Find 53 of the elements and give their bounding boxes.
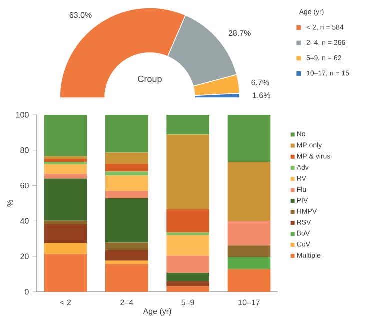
bar (166, 273, 210, 282)
bar (228, 162, 271, 222)
bar (166, 286, 210, 292)
bar (106, 260, 148, 264)
bar (228, 257, 271, 270)
bar (44, 114, 88, 156)
bar (166, 256, 210, 274)
y-tick-label: 40 (20, 218, 29, 224)
bar (106, 264, 148, 292)
bar (228, 221, 271, 246)
x-tick-label: < 2 (60, 300, 72, 306)
bar (44, 178, 88, 221)
bar (106, 191, 148, 199)
bar (166, 281, 210, 286)
bar (106, 176, 148, 192)
bar (44, 156, 88, 160)
bar (44, 159, 88, 162)
bar (106, 242, 148, 250)
bar (106, 250, 148, 261)
x-tick-label: 10–17 (238, 300, 260, 306)
y-axis-title: % (7, 200, 13, 207)
data-label: 1.6% (253, 92, 270, 98)
bar (166, 115, 210, 135)
bar (44, 243, 88, 254)
bar (166, 134, 210, 210)
bar (44, 174, 88, 179)
x-axis-title: Age (yr) (143, 308, 172, 316)
y-tick-label: 100 (16, 112, 29, 118)
bar (166, 232, 210, 236)
bar (106, 152, 148, 164)
x-tick-label: 2–4 (120, 300, 134, 306)
data-label: 28.7% (228, 30, 251, 36)
y-tick-label: 80 (20, 148, 29, 154)
bar (166, 235, 210, 256)
y-tick-label: 0 (25, 289, 29, 295)
bar (106, 172, 148, 176)
bar (44, 224, 88, 244)
y-tick-label: 20 (20, 254, 29, 260)
bar (106, 164, 148, 172)
bar (44, 254, 88, 292)
bar (44, 164, 88, 174)
y-tick-label: 60 (20, 182, 29, 189)
data-label: 6.7% (252, 80, 270, 86)
data-label: 63.0% (70, 12, 92, 18)
bar (228, 114, 271, 162)
bar (166, 209, 210, 233)
text: Croup (138, 76, 162, 84)
x-tick-label: 5–9 (182, 300, 194, 306)
bar (106, 198, 148, 243)
bar (44, 220, 88, 225)
bar (228, 269, 271, 292)
bar (228, 246, 271, 258)
bar (106, 114, 148, 153)
